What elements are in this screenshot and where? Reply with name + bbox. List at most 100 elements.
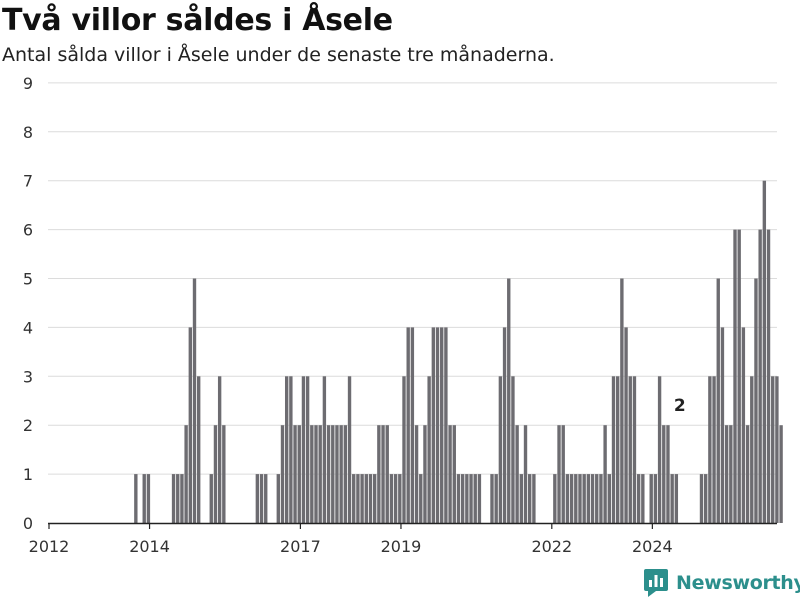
bar — [259, 474, 264, 523]
bar — [301, 376, 306, 523]
highlight-value-label: 2 — [674, 396, 686, 416]
bar — [636, 474, 641, 523]
bar — [515, 425, 519, 523]
bar — [465, 474, 469, 523]
y-tick-label: 1 — [23, 465, 33, 484]
bar — [737, 229, 741, 523]
y-tick-label: 3 — [23, 367, 33, 386]
bar — [699, 474, 704, 523]
bar — [444, 327, 448, 523]
chart-title: Två villor såldes i Åsele — [2, 3, 393, 38]
bar — [372, 474, 377, 523]
bar — [653, 474, 658, 523]
bar — [293, 425, 297, 523]
y-tick-label: 5 — [23, 270, 33, 289]
bar — [217, 376, 222, 523]
bar — [477, 474, 482, 523]
bar — [712, 376, 716, 523]
x-tick-label: 2022 — [531, 537, 572, 556]
bar — [595, 474, 599, 523]
bar — [724, 425, 729, 523]
bar — [620, 278, 624, 523]
bar — [456, 474, 461, 523]
bar — [356, 474, 360, 523]
bar — [502, 327, 507, 523]
bar — [310, 425, 314, 523]
bar — [779, 425, 783, 523]
bar — [511, 376, 515, 523]
bar — [146, 474, 151, 523]
bar — [729, 425, 733, 523]
bar — [314, 425, 318, 523]
bar — [498, 376, 503, 523]
bar — [297, 425, 301, 523]
bar — [352, 474, 356, 523]
bar — [532, 474, 536, 523]
bar — [590, 474, 595, 523]
bar — [708, 376, 712, 523]
bar — [389, 474, 394, 523]
bar — [134, 474, 138, 523]
bar — [565, 474, 570, 523]
x-tick-label: 2019 — [381, 537, 422, 556]
bar — [406, 327, 410, 523]
bar — [473, 474, 477, 523]
bar — [419, 474, 423, 523]
bar-chart-logo-icon — [644, 569, 668, 597]
bar — [603, 425, 607, 523]
bar — [469, 474, 473, 523]
x-tick-label: 2024 — [632, 537, 673, 556]
bar — [569, 474, 574, 523]
bar — [519, 474, 524, 523]
bar — [347, 376, 352, 523]
bar — [264, 474, 268, 523]
bar — [628, 376, 632, 523]
bar — [607, 474, 611, 523]
bar — [180, 474, 184, 523]
bar — [197, 376, 201, 523]
bar — [632, 376, 637, 523]
bar — [578, 474, 582, 523]
bar — [339, 425, 343, 523]
bar — [209, 474, 213, 523]
bar — [754, 278, 758, 523]
bar — [410, 327, 415, 523]
y-tick-label: 9 — [23, 74, 33, 93]
bar — [460, 474, 465, 523]
bar — [284, 376, 289, 523]
bar — [758, 229, 762, 523]
bar — [657, 376, 662, 523]
bar — [431, 327, 436, 523]
bar — [289, 376, 293, 523]
bar — [335, 425, 339, 523]
bar — [364, 474, 368, 523]
bar — [188, 327, 192, 523]
bar — [662, 425, 666, 523]
bar — [775, 376, 779, 523]
bar — [360, 474, 364, 523]
bar — [393, 474, 398, 523]
bar — [494, 474, 498, 523]
x-tick-label: 2014 — [129, 537, 170, 556]
bar — [611, 376, 616, 523]
y-tick-label: 0 — [23, 514, 33, 533]
bar — [561, 425, 565, 523]
bar — [423, 425, 427, 523]
bar — [343, 425, 348, 523]
bar — [192, 278, 197, 523]
bar — [703, 474, 708, 523]
bar — [720, 327, 725, 523]
bar — [435, 327, 440, 523]
bar — [674, 474, 679, 523]
brand-name: Newsworthy — [676, 572, 800, 594]
bar — [427, 376, 431, 523]
bar — [142, 474, 146, 523]
bar — [385, 425, 389, 523]
bar — [670, 474, 674, 523]
bar — [171, 474, 176, 523]
y-tick-label: 6 — [23, 221, 33, 240]
bar — [377, 425, 381, 523]
bar — [452, 425, 456, 523]
bar — [322, 376, 327, 523]
